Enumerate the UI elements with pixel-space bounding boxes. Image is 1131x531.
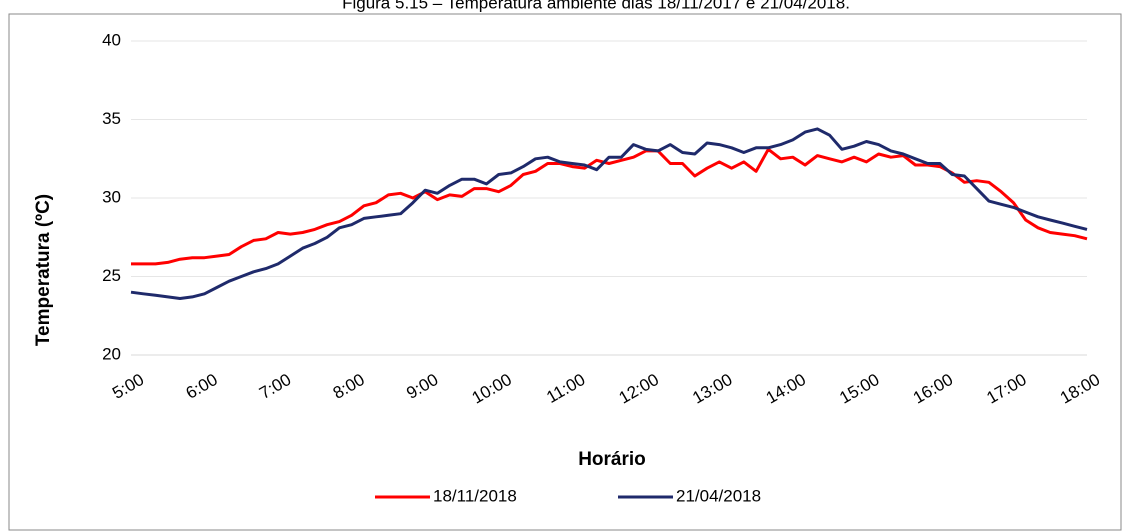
y-axis-label: Temperatura (ºC) [33, 194, 54, 346]
legend-label: 21/04/2018 [676, 486, 761, 505]
x-axis-label: Horário [578, 449, 646, 470]
y-tick-label: 25 [102, 266, 121, 285]
y-tick-label: 30 [102, 187, 121, 206]
y-tick-label: 35 [102, 109, 121, 128]
chart-border [8, 13, 1122, 531]
legend-label: 18/11/2018 [433, 486, 517, 505]
y-tick-label: 20 [102, 344, 121, 363]
chart-title: Figura 5.15 – Temperatura ambiente dias … [342, 0, 850, 12]
y-tick-label: 40 [102, 30, 121, 49]
data-line [130, 127, 1088, 300]
